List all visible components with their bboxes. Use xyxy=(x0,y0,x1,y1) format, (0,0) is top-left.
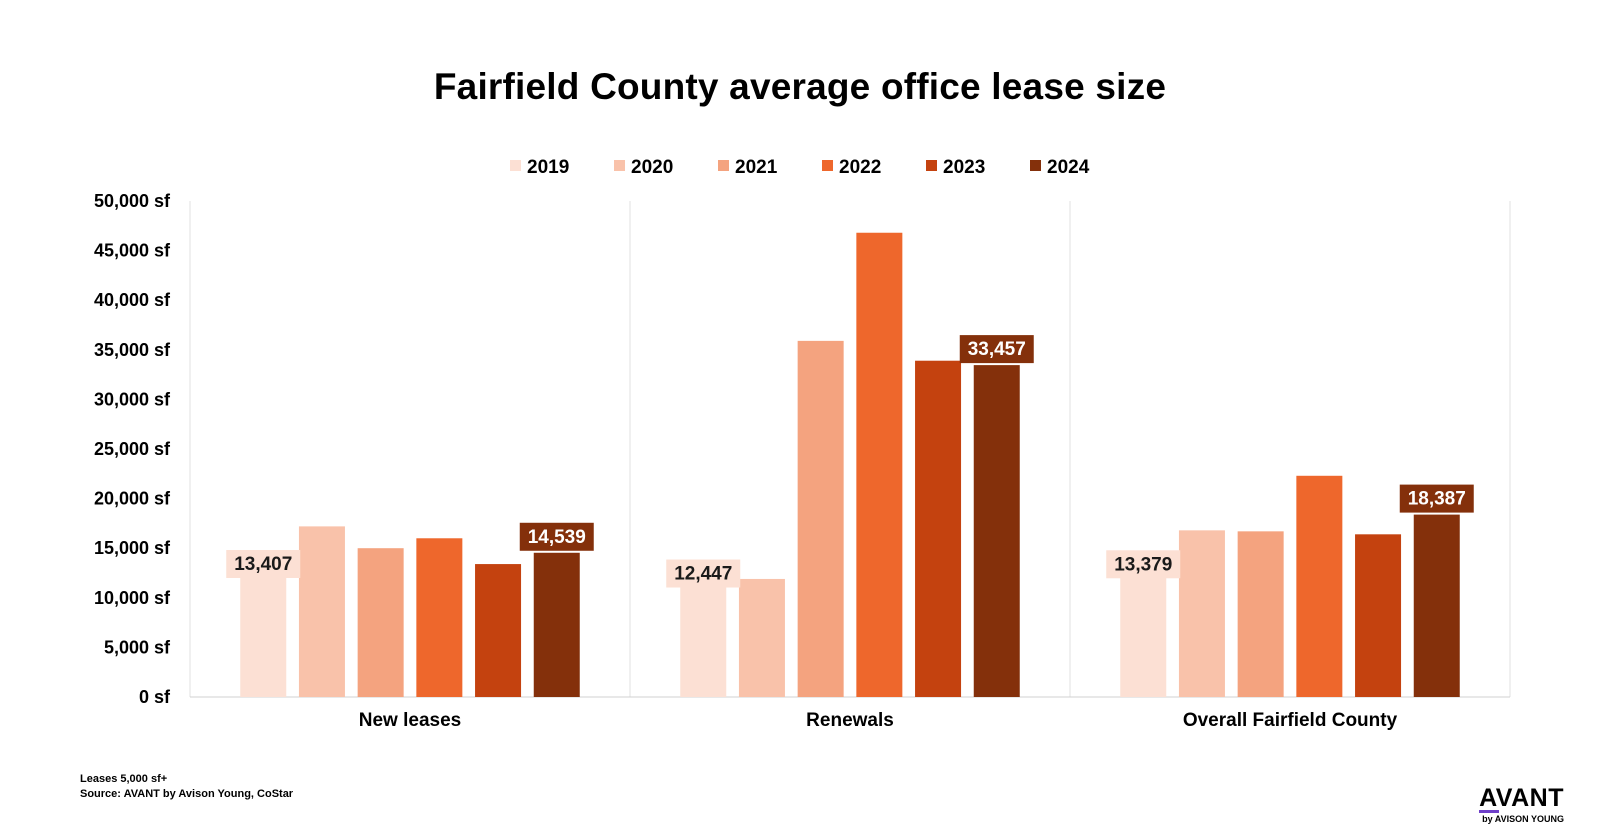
bar-2024 xyxy=(533,552,580,697)
legend-label-2022: 2022 xyxy=(839,157,881,178)
bar-2023 xyxy=(1355,534,1402,697)
data-label-box xyxy=(1399,484,1474,513)
footnote-source: Source: AVANT by Avison Young, CoStar xyxy=(80,788,294,800)
y-tick-label: 5,000 sf xyxy=(104,637,171,657)
legend-label-2024: 2024 xyxy=(1047,157,1090,178)
bar-2024 xyxy=(973,365,1020,697)
bar-2019 xyxy=(240,564,287,697)
y-tick-label: 30,000 sf xyxy=(94,389,171,409)
legend-swatch-2024 xyxy=(1030,160,1041,171)
bar-2021 xyxy=(797,340,844,697)
bar-2020 xyxy=(298,526,345,697)
y-tick-label: 35,000 sf xyxy=(94,340,171,360)
footnote-criteria: Leases 5,000 sf+ xyxy=(80,773,168,785)
bar-2023 xyxy=(915,360,962,697)
x-category-label: Overall Fairfield County xyxy=(1183,710,1398,731)
bar-2019 xyxy=(680,573,727,697)
bar-2020 xyxy=(1178,530,1225,697)
y-tick-label: 15,000 sf xyxy=(94,538,171,558)
data-label: 33,457 xyxy=(968,339,1026,360)
bar-2022 xyxy=(416,538,463,697)
bar-2019 xyxy=(1120,564,1167,697)
y-tick-label: 20,000 sf xyxy=(94,489,171,509)
legend-label-2020: 2020 xyxy=(631,157,673,178)
y-tick-label: 40,000 sf xyxy=(94,290,171,310)
bar-2022 xyxy=(1296,475,1343,697)
bar-2021 xyxy=(357,548,404,697)
legend-swatch-2021 xyxy=(718,160,729,171)
legend-swatch-2023 xyxy=(926,160,937,171)
bar-2023 xyxy=(475,564,522,697)
legend-label-2023: 2023 xyxy=(943,157,985,178)
x-category-label: New leases xyxy=(359,710,461,731)
bar-2020 xyxy=(738,578,785,697)
data-label: 13,379 xyxy=(1114,554,1172,575)
bar-chart: 0 sf 5,000 sf 10,000 sf 15,000 sf 20,000 sf 2… xyxy=(94,157,1511,731)
data-label-box xyxy=(959,335,1034,364)
data-label: 14,539 xyxy=(528,527,586,548)
y-tick-label: 25,000 sf xyxy=(94,439,171,459)
legend-label-2021: 2021 xyxy=(735,157,778,178)
data-label: 12,447 xyxy=(674,564,732,585)
data-label-box xyxy=(519,522,594,551)
data-label-box xyxy=(226,550,301,579)
bar-2021 xyxy=(1237,531,1284,697)
avant-logo: AVANT by AVISON YOUNG xyxy=(1479,786,1564,824)
y-tick-label: 10,000 sf xyxy=(94,588,171,608)
data-label-box xyxy=(666,559,741,588)
logo-accent-bar xyxy=(1479,810,1500,813)
bar-2022 xyxy=(856,232,903,697)
legend-swatch-2019 xyxy=(510,160,521,171)
legend-label-2019: 2019 xyxy=(527,157,569,178)
data-label: 18,387 xyxy=(1408,489,1466,510)
legend-swatch-2022 xyxy=(822,160,833,171)
logo-wordmark: AVANT xyxy=(1479,784,1564,812)
chart-title: Fairfield County average office lease si… xyxy=(433,66,1167,107)
footnote: Leases 5,000 sf+ Source: AVANT by Avison… xyxy=(80,772,293,802)
y-tick-label: 0 sf xyxy=(139,687,171,707)
y-tick-label: 45,000 sf xyxy=(94,241,171,261)
logo-tagline: by AVISON YOUNG xyxy=(1482,814,1564,824)
data-label: 13,407 xyxy=(234,554,292,575)
bar-2024 xyxy=(1413,514,1460,697)
legend-swatch-2020 xyxy=(614,160,625,171)
x-category-label: Renewals xyxy=(806,710,894,731)
data-label-box xyxy=(1106,550,1181,579)
y-tick-label: 50,000 sf xyxy=(94,191,171,211)
